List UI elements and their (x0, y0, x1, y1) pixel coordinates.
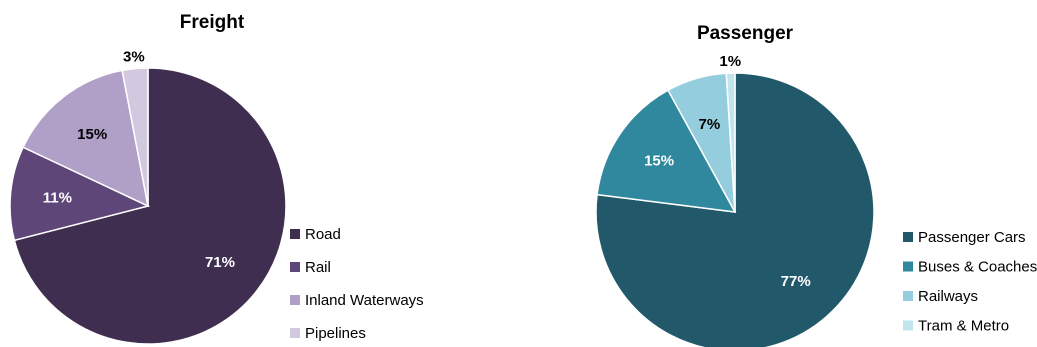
freight-legend-label-pipelines: Pipelines (305, 325, 366, 342)
passenger-data-label-passenger-cars: 77% (781, 273, 811, 290)
freight-slice-rail (9, 146, 151, 242)
passenger-data-label-buses-and-coaches: 15% (644, 152, 674, 169)
passenger-legend-label-passenger-cars: Passenger Cars (918, 229, 1026, 246)
passenger-slice-tram-and-metro (725, 72, 736, 213)
passenger-legend-label-railways: Railways (918, 288, 978, 305)
freight-data-label-pipelines: 3% (123, 49, 145, 66)
passenger-legend-swatch-passenger-cars (903, 232, 913, 242)
passenger-pie-chart: Passenger 77% 15% 7% 1% Passenger Cars Buses … (595, 23, 1037, 347)
passenger-data-label-tram-and-metro: 1% (719, 53, 741, 70)
passenger-legend-swatch-buses-and-coaches (903, 261, 913, 272)
passenger-legend-label-buses-and-coaches: Buses & Coaches (918, 259, 1037, 276)
freight-slice-road (13, 67, 287, 345)
freight-data-label-inland-waterways: 15% (77, 126, 107, 143)
freight-pie-chart: Freight 71% 11% 15% 3% Road Rail Inland Waterw… (9, 12, 424, 345)
freight-legend-swatch-inland-waterways (290, 295, 300, 305)
freight-legend-label-rail: Rail (305, 259, 331, 276)
freight-data-label-road: 71% (205, 254, 235, 271)
freight-data-label-rail: 11% (43, 189, 72, 206)
freight-slice-inland-waterways (22, 69, 150, 208)
passenger-slice-buses-and-coaches (596, 89, 737, 213)
passenger-data-label-railways: 7% (699, 116, 721, 133)
passenger-slice-passenger-cars (595, 72, 875, 347)
passenger-legend-swatch-railways (903, 291, 913, 301)
freight-legend-label-road: Road (305, 226, 341, 243)
passenger-legend-label-tram-and-metro: Tram & Metro (918, 318, 1009, 335)
passenger-chart-title: Passenger (697, 23, 794, 44)
freight-legend-swatch-pipelines (290, 328, 300, 338)
passenger-legend-swatch-tram-and-metro (903, 320, 913, 331)
freight-chart-title: Freight (180, 12, 245, 33)
freight-legend-label-inland-waterways: Inland Waterways (305, 292, 424, 309)
freight-legend-swatch-road (290, 229, 300, 239)
freight-legend-swatch-rail (290, 262, 300, 272)
freight-slice-pipelines (121, 67, 149, 207)
